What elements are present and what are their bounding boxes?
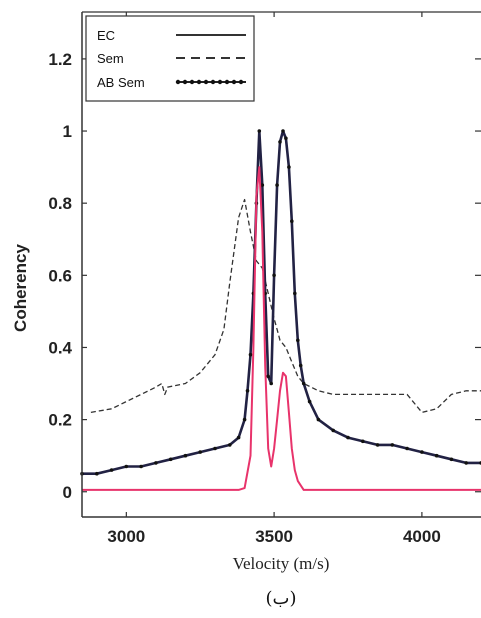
data-point-ab-sem <box>307 399 312 404</box>
figure-caption: (ب) <box>265 588 296 609</box>
y-tick-label: 0.6 <box>48 266 72 285</box>
data-point-ab-sem <box>434 453 439 458</box>
y-tick-label: 0 <box>63 483 72 502</box>
x-ticks: 3000 3500 4000 <box>107 12 441 546</box>
data-point-ab-sem <box>290 219 294 223</box>
data-point-ab-sem <box>269 381 274 386</box>
legend-swatch-ab-sem-dots <box>175 79 244 85</box>
legend-dot <box>210 79 216 85</box>
series-line-sem <box>90 198 481 414</box>
data-point-ab-sem <box>301 381 306 386</box>
data-point-ab-sem <box>198 450 202 454</box>
data-point-ab-sem <box>95 471 99 476</box>
data-point-ab-sem <box>266 374 271 379</box>
legend-dot <box>203 79 209 85</box>
data-point-ab-sem <box>405 446 409 451</box>
data-point-ab-sem <box>298 363 303 368</box>
data-point-ab-sem <box>248 352 253 357</box>
data-point-ab-sem <box>124 464 129 469</box>
y-tick-label: 0.4 <box>48 338 72 357</box>
y-tick-label: 0.2 <box>48 411 72 430</box>
series-line-ab-sem <box>82 129 481 476</box>
data-point-ab-sem <box>245 389 250 393</box>
y-axis-title: Coherency <box>11 244 30 332</box>
legend-dot <box>238 79 244 85</box>
x-axis-title: Velocity (m/s) <box>233 554 330 573</box>
legend-dot <box>189 79 195 85</box>
data-point-ab-sem <box>183 453 188 458</box>
y-tick-label: 1.2 <box>48 50 72 69</box>
legend-dot <box>196 79 202 85</box>
data-point-ab-sem <box>236 435 241 440</box>
legend-label-ab-sem: AB Sem <box>97 75 145 90</box>
x-tick-label: 3500 <box>255 527 293 546</box>
data-point-ab-sem <box>464 461 469 465</box>
data-point-ab-sem <box>293 291 297 296</box>
data-point-ab-sem <box>361 439 365 444</box>
data-point-ab-sem <box>346 435 350 440</box>
data-point-ab-sem <box>228 443 232 447</box>
data-point-ab-sem <box>375 443 380 447</box>
legend-dot <box>175 79 181 85</box>
y-tick-label: 0.8 <box>48 194 72 213</box>
data-point-ab-sem <box>257 129 262 133</box>
data-point-ab-sem <box>281 129 285 133</box>
data-point-ab-sem <box>449 457 454 462</box>
series-layer <box>80 129 481 491</box>
legend-dot <box>224 79 230 85</box>
data-point-ab-sem <box>139 464 143 469</box>
legend-dot <box>182 79 188 85</box>
legend-dot <box>217 79 223 85</box>
data-point-ab-sem <box>242 417 247 422</box>
legend-label-ec: EC <box>97 28 115 43</box>
data-point-ab-sem <box>213 446 217 451</box>
data-point-ab-sem <box>154 461 158 465</box>
y-tick-label: 1 <box>63 122 72 141</box>
legend-label-sem: Sem <box>97 51 124 66</box>
data-point-ab-sem <box>260 183 265 187</box>
y-ticks: 0 0.2 0.4 0.6 0.8 1 1.2 <box>48 50 481 502</box>
legend: EC Sem AB Sem <box>85 15 255 102</box>
data-point-ab-sem <box>420 450 424 454</box>
x-tick-label: 4000 <box>403 527 441 546</box>
data-point-ab-sem <box>272 273 276 278</box>
data-point-ab-sem <box>287 165 291 169</box>
data-point-ab-sem <box>296 338 300 343</box>
series-line-ec <box>82 166 481 491</box>
data-point-ab-sem <box>331 428 336 433</box>
legend-dot <box>231 79 237 85</box>
data-point-ab-sem <box>390 443 395 447</box>
data-point-ab-sem <box>278 140 282 144</box>
data-point-ab-sem <box>275 183 279 187</box>
data-point-ab-sem <box>284 136 288 141</box>
data-point-ab-sem <box>168 457 173 462</box>
data-point-ab-sem <box>109 468 114 472</box>
x-tick-label: 3000 <box>107 527 145 546</box>
data-point-ab-sem <box>316 417 321 422</box>
